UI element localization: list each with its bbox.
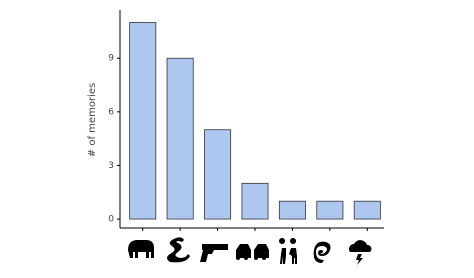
y-tick-label: 6 bbox=[108, 107, 114, 117]
icon-storm bbox=[349, 240, 372, 265]
icon-fight bbox=[279, 238, 297, 264]
category-icons bbox=[128, 237, 372, 265]
bar bbox=[278, 200, 306, 220]
bar bbox=[129, 22, 157, 220]
icon-snake bbox=[167, 237, 190, 263]
bar bbox=[241, 182, 269, 220]
y-axis-label: # of memories bbox=[87, 83, 98, 157]
icon-car-crash bbox=[236, 244, 269, 260]
icon-chameleon bbox=[313, 241, 331, 263]
y-tick-label: 0 bbox=[108, 215, 114, 225]
y-tick-label: 3 bbox=[108, 161, 114, 171]
icon-gun bbox=[200, 244, 228, 262]
y-tick-label: 9 bbox=[108, 54, 114, 64]
icon-elephant bbox=[128, 240, 154, 258]
bar bbox=[166, 57, 194, 220]
bar bbox=[316, 200, 344, 220]
bar bbox=[353, 200, 381, 220]
bar bbox=[204, 129, 232, 220]
